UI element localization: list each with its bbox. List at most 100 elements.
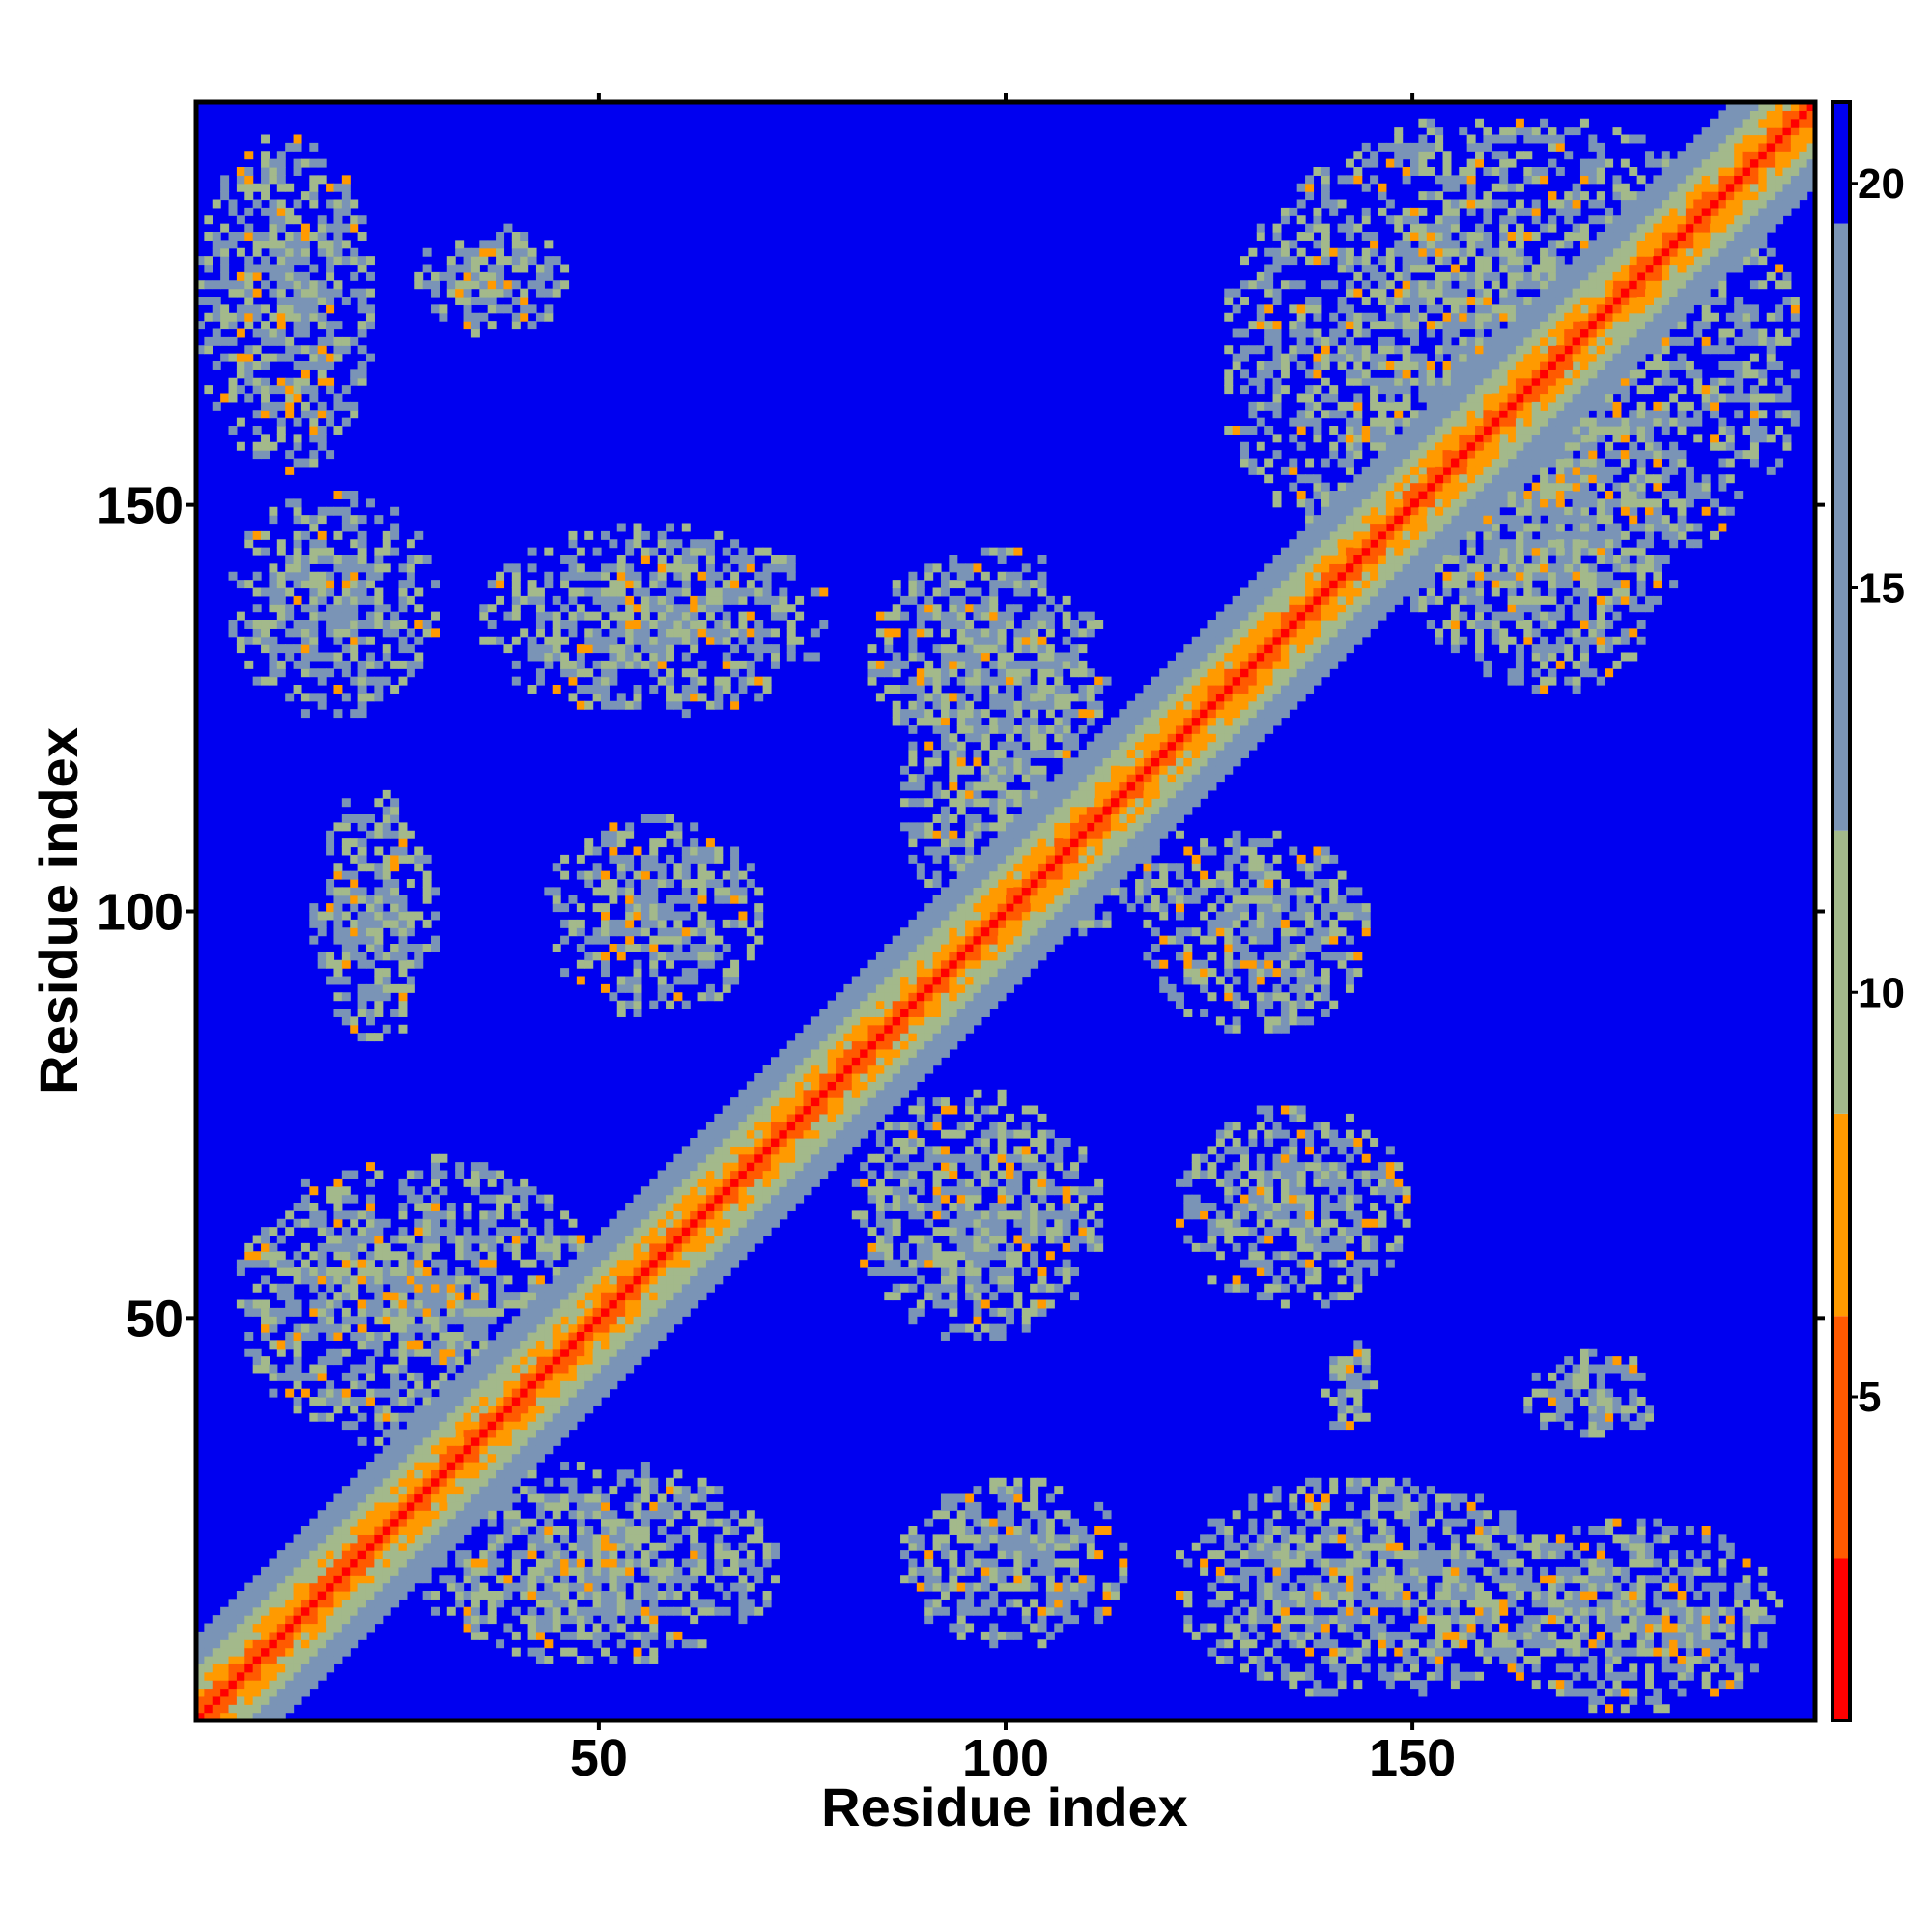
heatmap-cell (293, 498, 302, 508)
heatmap-cell (276, 304, 286, 314)
heatmap-cell (601, 870, 610, 880)
heatmap-cell (892, 1170, 901, 1179)
heatmap-cell (1224, 879, 1234, 888)
heatmap-cell (916, 1242, 925, 1252)
heatmap-cell (300, 1388, 310, 1398)
heatmap-cell (1353, 1348, 1363, 1357)
heatmap-cell (1289, 944, 1298, 952)
heatmap-cell (601, 604, 610, 613)
heatmap-cell (1006, 863, 1014, 872)
heatmap-cell (439, 1299, 448, 1309)
heatmap-cell (965, 1534, 975, 1544)
heatmap-cell (601, 983, 610, 993)
heatmap-cell (309, 434, 319, 443)
heatmap-cell (1037, 1129, 1047, 1139)
heatmap-cell (300, 1218, 310, 1228)
heatmap-cell (681, 636, 691, 645)
heatmap-cell (1264, 1105, 1274, 1115)
heatmap-cell (697, 1566, 707, 1576)
heatmap-cell (738, 887, 748, 896)
heatmap-cell (374, 563, 384, 573)
heatmap-cell (487, 321, 497, 330)
heatmap-cell (350, 1016, 359, 1026)
heatmap-cell (1224, 903, 1234, 913)
heatmap-cell (1110, 822, 1120, 832)
heatmap-cell (496, 1332, 505, 1341)
heatmap-cell (892, 709, 901, 719)
heatmap-cell (1062, 750, 1071, 758)
heatmap-cell (989, 676, 999, 686)
heatmap-cell (754, 903, 764, 913)
heatmap-cell (568, 587, 578, 597)
heatmap-cell (511, 1550, 521, 1560)
heatmap-cell (705, 636, 715, 645)
heatmap-cell (446, 1227, 456, 1236)
heatmap-cell (300, 1194, 310, 1204)
heatmap-cell (496, 1372, 505, 1381)
heatmap-cell (625, 863, 635, 872)
heatmap-cell (326, 223, 335, 233)
heatmap-cell (973, 798, 982, 808)
heatmap-cell (1353, 1397, 1363, 1406)
heatmap-cell (980, 1566, 990, 1576)
heatmap-cell (496, 240, 505, 249)
heatmap-cell (949, 1275, 958, 1285)
heatmap-cell (640, 887, 650, 896)
heatmap-cell (786, 636, 796, 645)
heatmap-cell (616, 652, 626, 662)
heatmap-cell (1329, 854, 1339, 864)
heatmap-cell (754, 595, 764, 605)
heatmap-cell (908, 750, 918, 758)
heatmap-cell (552, 1615, 561, 1625)
heatmap-cell (705, 604, 715, 613)
heatmap-cell (932, 685, 942, 694)
heatmap-cell (317, 1267, 327, 1276)
heatmap-cell (908, 1122, 918, 1131)
heatmap-cell (1329, 1259, 1339, 1268)
heatmap-cell (1248, 919, 1258, 928)
heatmap-cell (892, 628, 901, 638)
heatmap-cell (326, 1388, 335, 1398)
heatmap-cell (714, 620, 724, 629)
heatmap-cell (1054, 774, 1064, 783)
heatmap-cell (333, 1299, 343, 1309)
heatmap-cell (1013, 757, 1023, 767)
heatmap-cell (535, 1275, 545, 1285)
heatmap-cell (973, 676, 982, 686)
heatmap-cell (1313, 919, 1322, 928)
heatmap-cell (819, 620, 829, 629)
heatmap-cell (309, 555, 319, 564)
heatmap-cell (697, 952, 707, 961)
heatmap-cell (657, 652, 667, 662)
heatmap-cell (470, 1421, 480, 1431)
heatmap-cell (916, 1186, 925, 1196)
heatmap-cell (487, 1218, 497, 1228)
heatmap-cell (754, 1534, 764, 1544)
heatmap-cell (657, 580, 667, 589)
heatmap-cell (956, 1599, 966, 1608)
heatmap-cell (1353, 968, 1363, 978)
heatmap-cell (341, 1348, 351, 1357)
heatmap-cell (317, 1364, 327, 1374)
heatmap-cell (365, 1033, 375, 1042)
heatmap-cell (949, 733, 958, 743)
heatmap-cell (1006, 1194, 1014, 1204)
heatmap-cell (924, 798, 934, 808)
heatmap-cell (1264, 1235, 1274, 1244)
heatmap-cell (398, 676, 408, 686)
heatmap-cell (1030, 1510, 1039, 1520)
heatmap-cell (552, 1550, 561, 1560)
heatmap-cell (520, 1356, 529, 1366)
heatmap-cell (616, 1606, 626, 1616)
heatmap-cell (576, 1631, 585, 1640)
heatmap-cell (527, 1283, 537, 1293)
heatmap-cell (786, 628, 796, 638)
heatmap-cell (997, 1631, 1007, 1640)
heatmap-cell (1264, 1194, 1274, 1204)
heatmap-cell (487, 1477, 497, 1487)
heatmap-cell (228, 620, 238, 629)
heatmap-cell (1086, 863, 1095, 872)
heatmap-cell (1272, 1016, 1282, 1026)
heatmap-cell (269, 1283, 278, 1293)
heatmap-cell (592, 547, 602, 556)
